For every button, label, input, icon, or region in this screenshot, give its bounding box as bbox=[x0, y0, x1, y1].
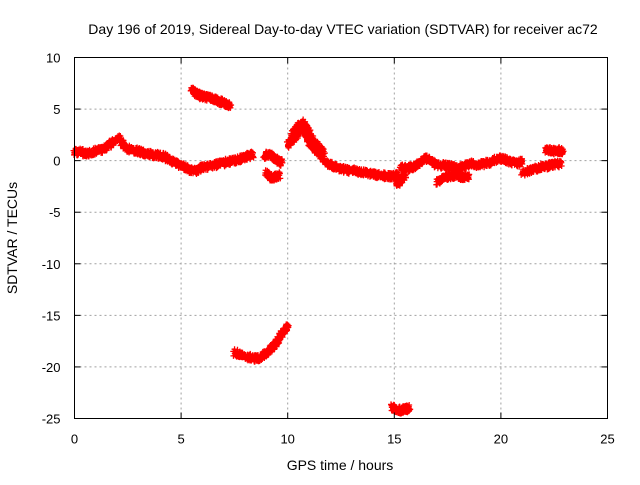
data-point bbox=[465, 164, 472, 171]
data-point bbox=[321, 150, 328, 157]
data-point bbox=[558, 159, 565, 166]
series-group bbox=[488, 152, 526, 170]
y-tick-label: -25 bbox=[42, 412, 61, 427]
series-group bbox=[542, 144, 567, 158]
x-tick-label: 15 bbox=[387, 432, 401, 447]
y-tick-label: -15 bbox=[42, 308, 61, 323]
data-point bbox=[248, 148, 255, 155]
x-tick-label: 10 bbox=[280, 432, 294, 447]
data-point bbox=[394, 169, 401, 176]
data-point bbox=[279, 159, 286, 166]
x-tick-label: 5 bbox=[177, 432, 184, 447]
y-tick-label: 10 bbox=[46, 51, 60, 66]
series-group bbox=[288, 116, 328, 158]
data-point bbox=[402, 174, 409, 181]
data-point bbox=[320, 146, 327, 153]
data-point bbox=[276, 170, 283, 177]
series-group bbox=[518, 157, 565, 179]
x-tick-label: 20 bbox=[494, 432, 508, 447]
data-point bbox=[400, 171, 407, 178]
data-point bbox=[560, 148, 567, 155]
series-group bbox=[396, 152, 494, 175]
x-axis-label: GPS time / hours bbox=[287, 457, 394, 473]
series-group bbox=[283, 124, 403, 183]
y-tick-label: -20 bbox=[42, 360, 61, 375]
y-tick-label: -5 bbox=[49, 205, 61, 220]
y-tick-label: -10 bbox=[42, 257, 61, 272]
y-tick-label: 5 bbox=[53, 102, 60, 117]
data-point bbox=[518, 159, 525, 166]
series-group bbox=[70, 132, 257, 178]
data-points bbox=[70, 84, 567, 417]
data-point bbox=[277, 175, 284, 182]
data-point bbox=[278, 156, 285, 163]
chart-title: Day 196 of 2019, Sidereal Day-to-day VTE… bbox=[88, 21, 598, 37]
series-group bbox=[393, 169, 410, 189]
x-tick-label: 0 bbox=[71, 432, 78, 447]
data-point bbox=[250, 153, 257, 160]
data-point bbox=[464, 172, 471, 179]
series-group bbox=[187, 84, 235, 112]
y-tick-label: 0 bbox=[53, 154, 60, 169]
series-group bbox=[262, 167, 284, 184]
series-group bbox=[260, 148, 286, 169]
y-axis-label: SDTVAR / TECUs bbox=[4, 182, 20, 294]
grid-lines bbox=[74, 57, 608, 419]
x-tick-label: 25 bbox=[600, 432, 614, 447]
series-group bbox=[433, 168, 473, 188]
data-point bbox=[319, 145, 326, 152]
